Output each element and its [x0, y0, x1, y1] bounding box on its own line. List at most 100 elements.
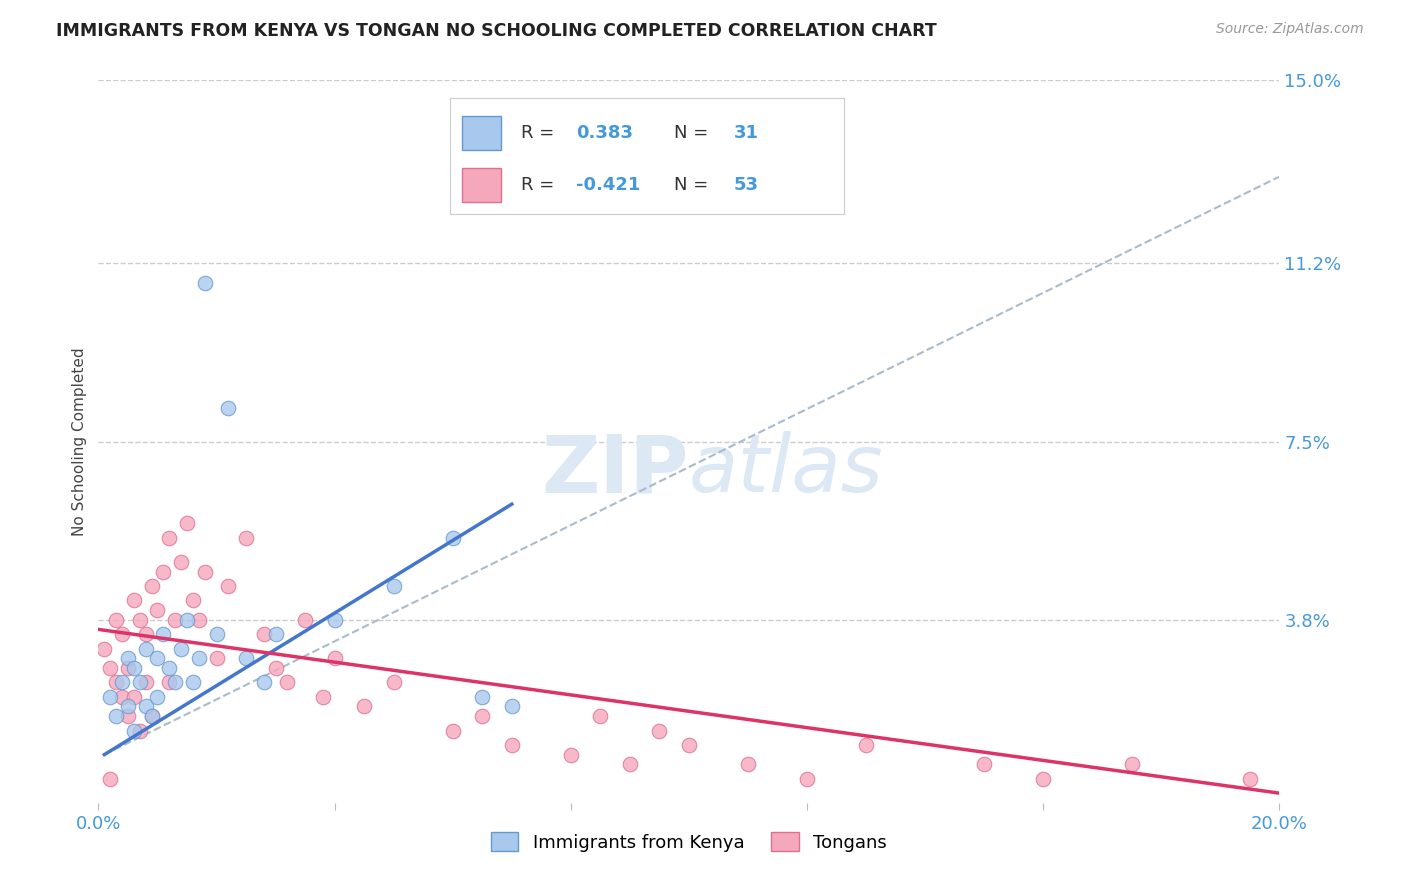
Point: [382, 675, 405, 690]
Point: [205, 651, 228, 665]
Point: [276, 675, 298, 690]
Point: [105, 709, 128, 723]
Point: [312, 690, 335, 704]
Point: [128, 723, 150, 738]
Point: [1121, 757, 1143, 772]
Point: [117, 661, 139, 675]
Point: [973, 757, 995, 772]
Point: [187, 613, 209, 627]
Text: atlas: atlas: [689, 432, 884, 509]
Point: [560, 747, 582, 762]
Point: [194, 276, 217, 290]
Point: [471, 709, 494, 723]
Point: [128, 613, 150, 627]
Text: N =: N =: [675, 176, 714, 194]
Point: [111, 675, 134, 690]
Point: [181, 593, 204, 607]
Point: [146, 651, 169, 665]
FancyBboxPatch shape: [461, 116, 501, 150]
Text: 31: 31: [734, 124, 758, 142]
Point: [501, 699, 523, 714]
Point: [170, 555, 193, 569]
Point: [105, 613, 128, 627]
Point: [157, 675, 180, 690]
Text: 53: 53: [734, 176, 758, 194]
Point: [737, 757, 759, 772]
Text: ZIP: ZIP: [541, 432, 689, 509]
Point: [98, 661, 121, 675]
Point: [264, 627, 287, 641]
Point: [181, 675, 204, 690]
Point: [93, 641, 115, 656]
Point: [98, 690, 121, 704]
Point: [323, 651, 346, 665]
Point: [471, 690, 494, 704]
Point: [176, 613, 198, 627]
Point: [111, 627, 134, 641]
Point: [135, 675, 157, 690]
Y-axis label: No Schooling Completed: No Schooling Completed: [72, 347, 87, 536]
Point: [117, 699, 139, 714]
Point: [217, 401, 239, 415]
Point: [382, 579, 405, 593]
Point: [135, 641, 157, 656]
Point: [98, 772, 121, 786]
Point: [187, 651, 209, 665]
Point: [235, 531, 257, 545]
Point: [165, 613, 187, 627]
Text: Source: ZipAtlas.com: Source: ZipAtlas.com: [1216, 22, 1364, 37]
Text: R =: R =: [520, 124, 560, 142]
Point: [122, 723, 145, 738]
FancyBboxPatch shape: [461, 168, 501, 202]
Text: N =: N =: [675, 124, 714, 142]
Point: [128, 675, 150, 690]
Point: [141, 709, 163, 723]
Point: [157, 531, 180, 545]
Point: [146, 603, 169, 617]
Point: [796, 772, 818, 786]
Point: [294, 613, 316, 627]
Point: [501, 738, 523, 752]
Point: [135, 627, 157, 641]
Point: [855, 738, 877, 752]
Point: [146, 690, 169, 704]
Point: [117, 651, 139, 665]
Point: [353, 699, 375, 714]
Legend: Immigrants from Kenya, Tongans: Immigrants from Kenya, Tongans: [484, 825, 894, 859]
Text: R =: R =: [520, 176, 560, 194]
Point: [170, 641, 193, 656]
Point: [619, 757, 641, 772]
Text: IMMIGRANTS FROM KENYA VS TONGAN NO SCHOOLING COMPLETED CORRELATION CHART: IMMIGRANTS FROM KENYA VS TONGAN NO SCHOO…: [56, 22, 936, 40]
Point: [235, 651, 257, 665]
Point: [111, 690, 134, 704]
Point: [194, 565, 217, 579]
Point: [589, 709, 612, 723]
Point: [165, 675, 187, 690]
Point: [217, 579, 239, 593]
Point: [1032, 772, 1054, 786]
Point: [141, 709, 163, 723]
Point: [122, 661, 145, 675]
Point: [323, 613, 346, 627]
Text: 0.383: 0.383: [576, 124, 633, 142]
Point: [176, 516, 198, 531]
Point: [678, 738, 700, 752]
Point: [253, 627, 276, 641]
Point: [105, 675, 128, 690]
Point: [648, 723, 671, 738]
Point: [441, 723, 464, 738]
Point: [141, 579, 163, 593]
Point: [152, 565, 174, 579]
Point: [117, 709, 139, 723]
Point: [135, 699, 157, 714]
Point: [1239, 772, 1261, 786]
Point: [205, 627, 228, 641]
Point: [253, 675, 276, 690]
Point: [122, 690, 145, 704]
Point: [441, 531, 464, 545]
Point: [122, 593, 145, 607]
Point: [264, 661, 287, 675]
Point: [152, 627, 174, 641]
Point: [157, 661, 180, 675]
Text: -0.421: -0.421: [576, 176, 640, 194]
